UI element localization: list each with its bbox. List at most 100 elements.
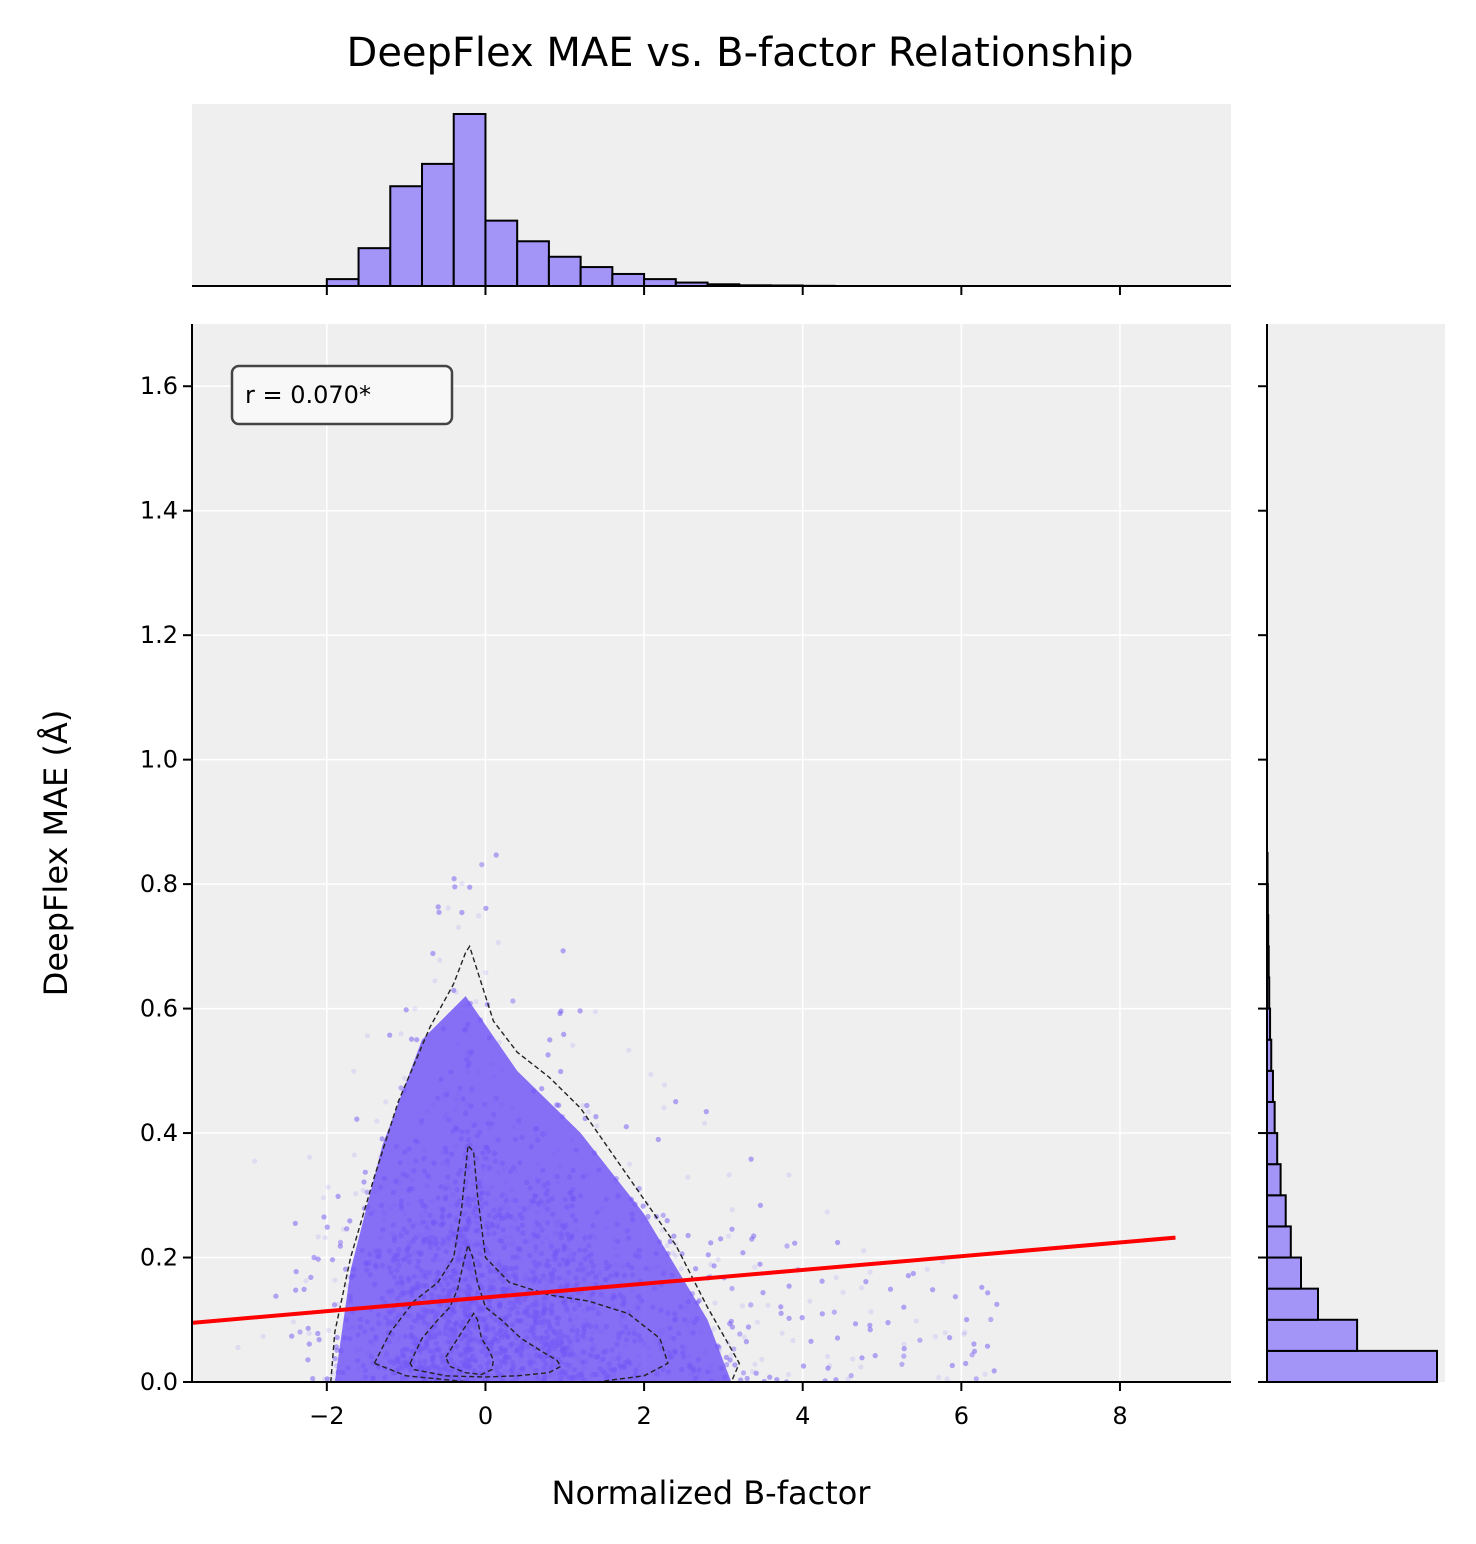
scatter-point [493, 852, 499, 858]
scatter-point [693, 1266, 699, 1272]
scatter-point [767, 1374, 773, 1380]
scatter-point [558, 1068, 564, 1075]
scatter-point [799, 1315, 805, 1321]
scatter-point [293, 1269, 299, 1275]
scatter-point [825, 1365, 831, 1371]
scatter-point [430, 950, 436, 957]
scatter-point [867, 1269, 873, 1275]
scatter-point [738, 1377, 744, 1382]
scatter-point [306, 1341, 312, 1347]
scatter-point [584, 1102, 590, 1109]
scatter-point [539, 1086, 545, 1092]
scatter-point [740, 1250, 746, 1256]
scatter-point [673, 1099, 679, 1105]
scatter-point [859, 1355, 865, 1361]
scatter-point [260, 1333, 266, 1339]
scatter-point [745, 1324, 752, 1330]
scatter-point [792, 1240, 798, 1246]
scatter-point [848, 1373, 854, 1379]
scatter-point [696, 1298, 702, 1304]
scatter-point [696, 1298, 702, 1304]
scatter-point [293, 1287, 299, 1293]
scatter-point [718, 1236, 724, 1242]
scatter-point [924, 1266, 930, 1272]
scatter-point [887, 1286, 894, 1292]
scatter-point [778, 1304, 784, 1310]
scatter-point [973, 1376, 979, 1382]
scatter-point [757, 1261, 763, 1267]
scatter-point [852, 1321, 859, 1327]
scatter-point [729, 1285, 735, 1292]
scatter-point [901, 1304, 907, 1310]
scatter-point [833, 1377, 839, 1382]
scatter-point [305, 1325, 311, 1331]
scatter-point [557, 1010, 563, 1017]
scatter-point [451, 876, 457, 882]
scatter-point [840, 1289, 846, 1295]
scatter-point [539, 1086, 545, 1092]
scatter-point [729, 1324, 736, 1330]
scatter-point [303, 1278, 309, 1284]
scatter-point [333, 1344, 339, 1350]
scatter-point [753, 1370, 759, 1376]
scatter-point [324, 1376, 330, 1382]
scatter-point [979, 1284, 985, 1290]
scatter-point [435, 904, 441, 910]
scatter-point [824, 1353, 831, 1359]
top-histogram-bar [389, 185, 424, 288]
scatter-point [592, 1009, 599, 1015]
scatter-point [901, 1341, 907, 1347]
scatter-point [963, 1360, 969, 1367]
scatter-point [963, 1360, 969, 1367]
scatter-point [664, 1218, 670, 1224]
scatter-point [905, 1273, 912, 1279]
scatter-point [859, 1355, 865, 1361]
top-histogram-ticks [325, 286, 1121, 295]
scatter-point [364, 1189, 370, 1195]
scatter-point [785, 1371, 792, 1378]
scatter-point [321, 1214, 327, 1220]
scatter-point [273, 1293, 279, 1299]
scatter-point [580, 1102, 586, 1109]
scatter-point [940, 1259, 946, 1265]
scatter-point [398, 1085, 404, 1091]
scatter-point [556, 1102, 562, 1108]
scatter-point [459, 909, 465, 916]
scatter-point [310, 1376, 316, 1382]
scatter-point [408, 1036, 415, 1042]
scatter-point [645, 1214, 651, 1220]
scatter-point [324, 1224, 330, 1230]
top-histogram-bars [325, 113, 836, 288]
scatter-point [727, 1357, 733, 1363]
scatter-point [799, 1315, 805, 1321]
scatter-point [994, 1301, 1000, 1307]
scatter-point [834, 1335, 841, 1341]
scatter-point [825, 1365, 831, 1371]
right-histogram-ticks [1258, 385, 1267, 1383]
scatter-point [741, 1334, 747, 1340]
scatter-point [964, 1317, 970, 1323]
scatter-point [737, 1331, 743, 1337]
scatter-point [292, 1220, 298, 1226]
scatter-point [315, 1256, 321, 1262]
scatter-point [483, 905, 489, 911]
scatter-point [834, 1335, 841, 1341]
scatter-point [729, 1226, 735, 1232]
scatter-point [718, 1236, 724, 1242]
scatter-point [337, 1243, 343, 1249]
scatter-point [343, 1266, 349, 1272]
scatter-point [729, 1226, 735, 1232]
top-histogram-bar [421, 162, 455, 288]
top-histogram-bar [452, 113, 487, 287]
scatter-point [645, 1214, 651, 1220]
scatter-point [273, 1293, 279, 1299]
scatter-point [292, 1220, 298, 1226]
scatter-point [334, 1347, 340, 1353]
scatter-point [848, 1373, 854, 1379]
scatter-point [451, 876, 457, 882]
scatter-point [670, 1250, 676, 1256]
scatter-point [753, 1370, 759, 1376]
scatter-point [436, 909, 442, 915]
scatter-point [452, 884, 458, 890]
scatter-point [757, 1261, 763, 1267]
